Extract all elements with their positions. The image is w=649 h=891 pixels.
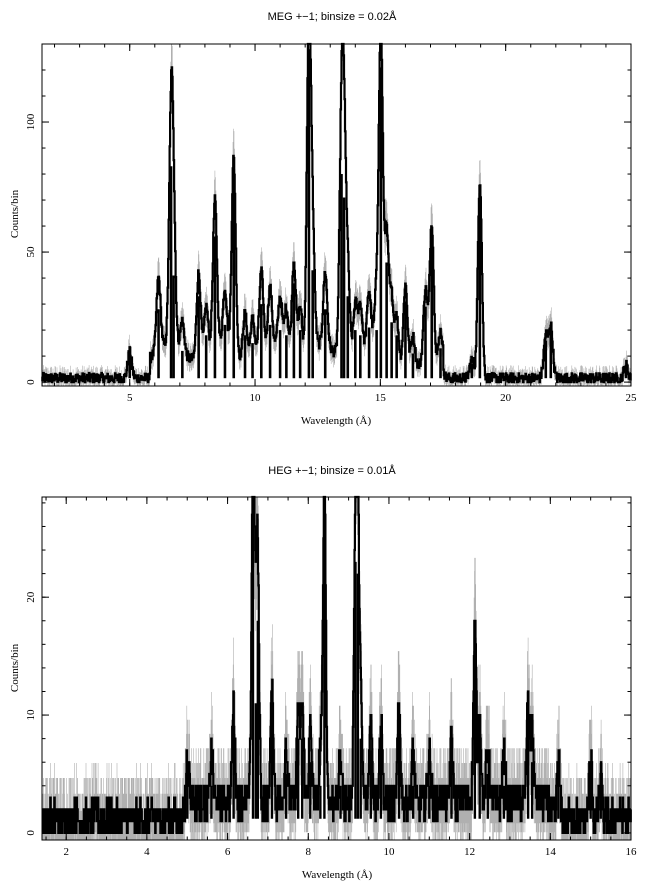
x-tick-label: 10 xyxy=(250,392,262,404)
x-tick-label: 15 xyxy=(375,392,387,404)
heg-y-axis-label: Counts/bin xyxy=(9,643,21,692)
heg-chart-title: HEG +−1; binsize = 0.01Å xyxy=(268,464,396,477)
heg-axis-ticks: 2 4 6 8 10 12 14 16 0 10 20 xyxy=(25,497,637,858)
y-tick-label: 50 xyxy=(25,246,37,258)
meg-x-axis-label: Wavelength (Å) xyxy=(301,415,372,427)
y-tick-label: 0 xyxy=(25,379,37,385)
meg-y-axis-label: Counts/bin xyxy=(9,189,21,238)
x-tick-label: 8 xyxy=(306,846,312,858)
y-tick-label: 0 xyxy=(25,830,37,836)
x-tick-label: 5 xyxy=(127,392,133,404)
spectrum-line xyxy=(41,42,632,384)
meg-chart-title: MEG +−1; binsize = 0.02Å xyxy=(268,10,397,23)
spectrum-line xyxy=(41,495,632,834)
x-tick-label: 2 xyxy=(63,846,69,858)
meg-plot-frame xyxy=(41,43,632,387)
meg-spectrum xyxy=(41,42,632,384)
y-tick-label: 100 xyxy=(25,113,37,130)
y-tick-label: 20 xyxy=(25,591,37,603)
meg-panel: MEG +−1; binsize = 0.02Å 5 10 15 20 25 0 50 100… xyxy=(9,10,637,427)
x-tick-label: 10 xyxy=(383,846,395,858)
x-tick-label: 12 xyxy=(464,846,475,858)
y-tick-label: 10 xyxy=(25,709,37,721)
heg-plot-frame xyxy=(41,496,632,841)
x-tick-label: 14 xyxy=(545,846,557,858)
heg-panel: HEG +−1; binsize = 0.01Å 2 4 6 8 10 12 14 16 0 10… xyxy=(9,464,637,881)
x-tick-label: 16 xyxy=(626,846,638,858)
x-tick-label: 25 xyxy=(626,392,638,404)
heg-spectrum xyxy=(41,495,632,834)
x-tick-label: 20 xyxy=(500,392,512,404)
x-tick-label: 4 xyxy=(144,846,150,858)
meg-axis-ticks: 5 10 15 20 25 0 50 100 xyxy=(25,43,638,404)
x-tick-label: 6 xyxy=(225,846,231,858)
heg-x-axis-label: Wavelength (Å) xyxy=(302,869,373,881)
